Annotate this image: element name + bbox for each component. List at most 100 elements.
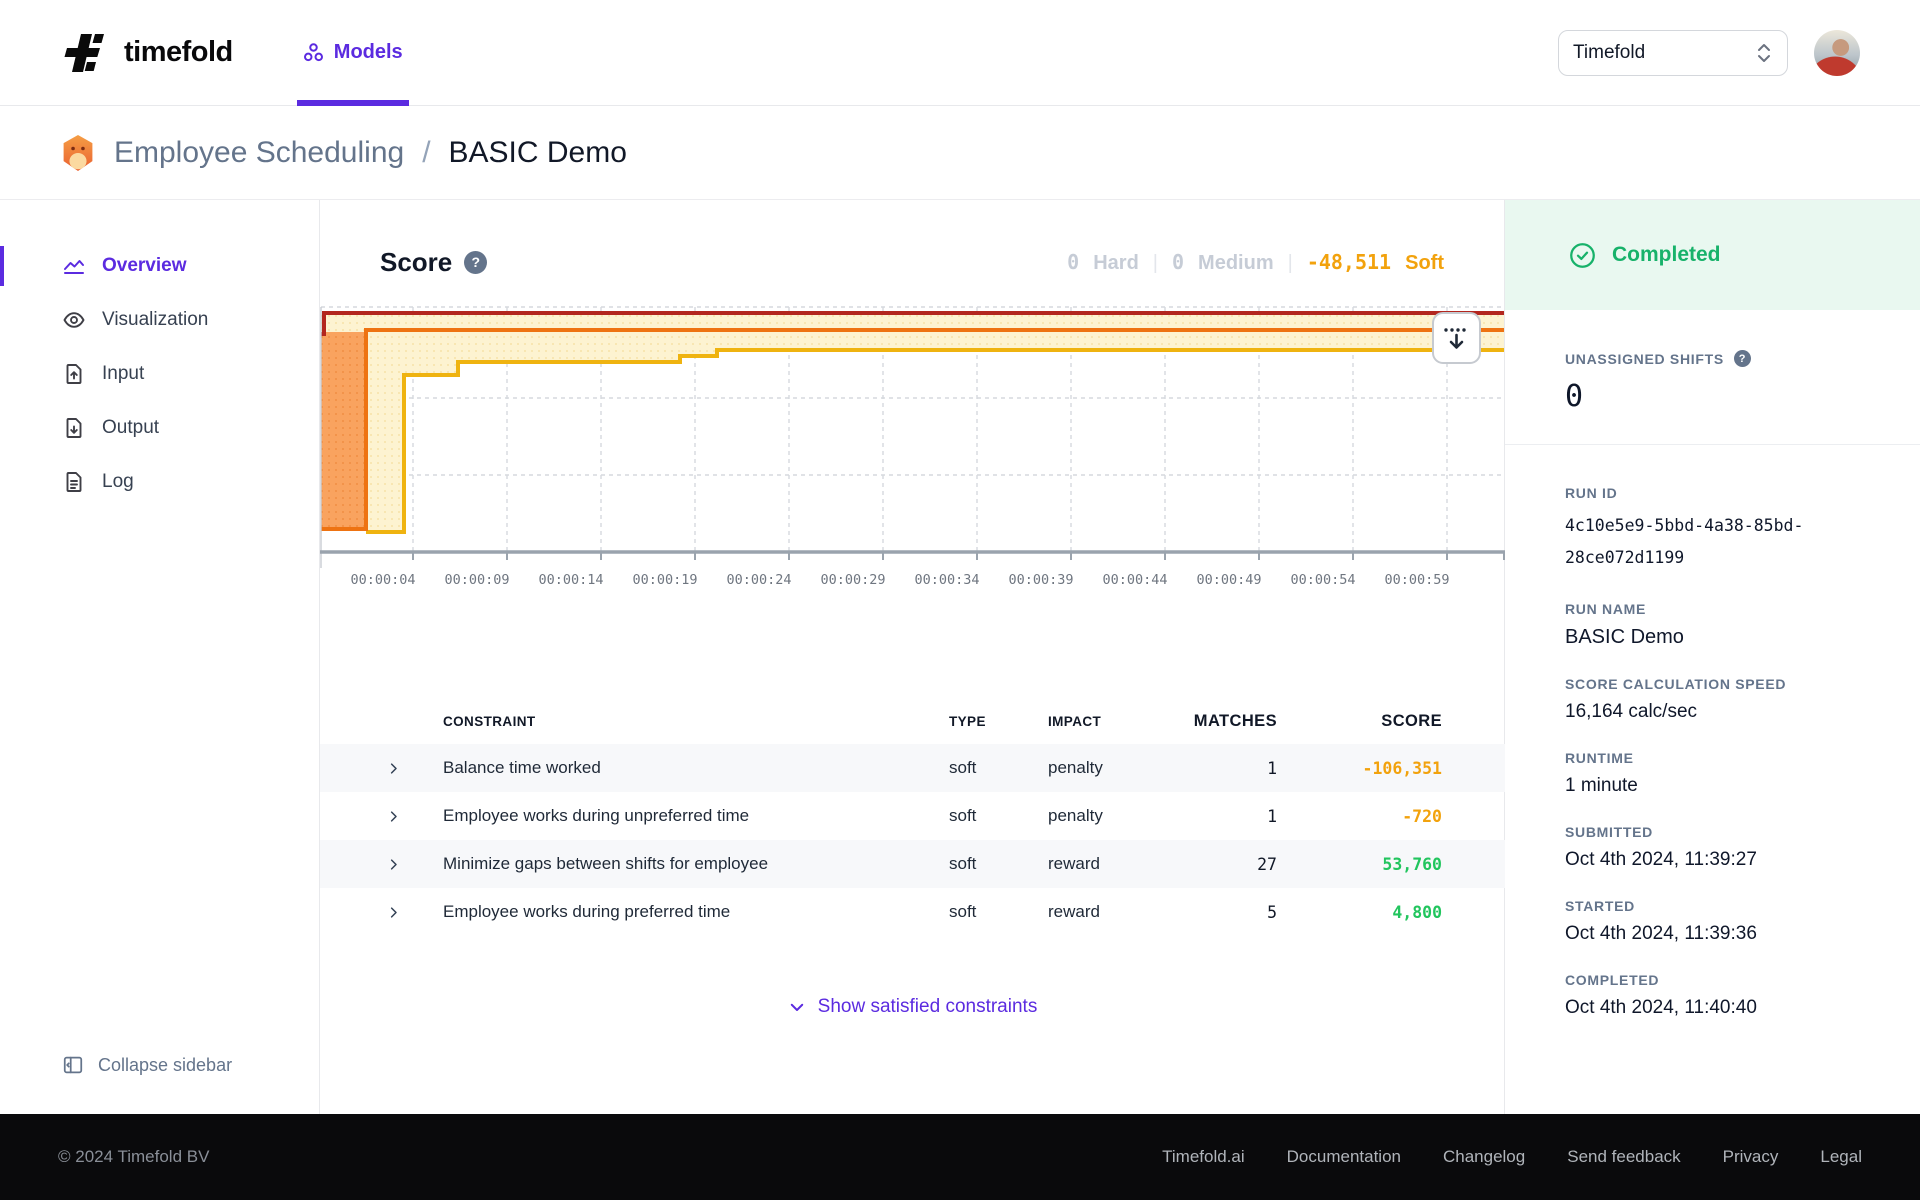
x-axis-label: 00:00:39 <box>1008 572 1073 588</box>
constraint-impact: penalty <box>1048 758 1103 777</box>
chevron-up-down-icon <box>1758 43 1770 62</box>
field-submitted: SUBMITTED Oct 4th 2024, 11:39:27 <box>1565 824 1880 871</box>
soft-score-area <box>321 315 1504 532</box>
chevron-down-icon <box>790 1003 803 1011</box>
constraint-impact: reward <box>1048 902 1100 921</box>
collapse-sidebar-label: Collapse sidebar <box>98 1054 233 1075</box>
expand-row-button[interactable] <box>320 857 443 872</box>
medium-score-label: Medium <box>1198 251 1274 274</box>
show-satisfied-constraints-label: Show satisfied constraints <box>817 996 1038 1017</box>
brand[interactable]: timefold <box>60 29 233 77</box>
sidebar-item-log[interactable]: Log <box>0 460 319 504</box>
sidebar-item-visualization[interactable]: Visualization <box>0 298 319 342</box>
unassigned-shifts-help-icon[interactable]: ? <box>1733 350 1751 367</box>
field-label: RUNTIME <box>1565 750 1634 767</box>
constraint-name: Minimize gaps between shifts for employe… <box>443 854 769 873</box>
constraint-matches: 27 <box>1257 854 1277 874</box>
field-value: 4c10e5e9-5bbd-4a38-85bd-28ce072d1199 <box>1565 516 1804 568</box>
chart-datazoom-button[interactable] <box>1432 312 1481 364</box>
hard-score-label: Hard <box>1093 251 1139 274</box>
soft-score-label: Soft <box>1405 251 1444 274</box>
medium-score-value: 0 <box>1172 249 1185 274</box>
unassigned-shifts-section: UNASSIGNED SHIFTS ? 0 <box>1505 310 1920 445</box>
field-label: STARTED <box>1565 898 1635 915</box>
medium-score-area <box>321 332 366 529</box>
workspace-select[interactable]: Timefold <box>1558 29 1788 76</box>
footer-link-privacy[interactable]: Privacy <box>1722 1147 1779 1166</box>
top-nav: timefold Models Timefold <box>0 0 1920 106</box>
field-completed: COMPLETED Oct 4th 2024, 11:40:40 <box>1565 972 1880 1019</box>
unassigned-shifts-label: UNASSIGNED SHIFTS <box>1565 350 1724 367</box>
field-score-calculation-speed: SCORE CALCULATION SPEED 16,164 calc/sec <box>1565 676 1880 723</box>
score-title: Score <box>380 246 453 277</box>
sidebar-item-overview[interactable]: Overview <box>0 244 319 288</box>
page-title: BASIC Demo <box>448 136 627 169</box>
medium-score-line <box>321 328 1504 531</box>
hard-score-value: 0 <box>1067 249 1080 274</box>
brand-name: timefold <box>124 36 233 68</box>
constraint-type: soft <box>949 806 977 825</box>
table-row[interactable]: Balance time worked soft penalty 1 -106,… <box>320 744 1505 792</box>
tab-models[interactable]: Models <box>296 0 409 106</box>
field-value: 1 minute <box>1565 775 1638 797</box>
field-label: RUN NAME <box>1565 601 1647 618</box>
constraint-matches: 5 <box>1267 902 1277 922</box>
table-row[interactable]: Minimize gaps between shifts for employe… <box>320 840 1505 888</box>
score-help-icon[interactable]: ? <box>464 250 488 274</box>
breadcrumb-model-link[interactable]: Employee Scheduling <box>114 136 405 169</box>
footer-link-changelog[interactable]: Changelog <box>1442 1147 1526 1166</box>
sidebar-item-output[interactable]: Output <box>0 406 319 450</box>
constraint-name: Employee works during preferred time <box>443 902 731 921</box>
x-axis-label: 00:00:59 <box>1384 572 1449 588</box>
constraint-matches: 1 <box>1267 806 1277 826</box>
sidebar-item-label: Output <box>102 417 160 438</box>
col-header-impact: IMPACT <box>1048 713 1102 729</box>
soft-score-line <box>366 348 1504 534</box>
show-satisfied-constraints-link[interactable]: Show satisfied constraints <box>320 996 1505 1018</box>
hard-score-line <box>321 311 1504 336</box>
sidebar-item-input[interactable]: Input <box>0 352 319 396</box>
constraint-score: -720 <box>1402 806 1442 826</box>
col-header-constraint: CONSTRAINT <box>443 713 536 729</box>
area-chart-icon <box>64 260 84 274</box>
sidebar: Overview Visualization Input Output <box>0 200 320 1114</box>
field-label: COMPLETED <box>1565 972 1660 989</box>
field-label: SCORE CALCULATION SPEED <box>1565 676 1787 693</box>
collapse-sidebar-button[interactable]: Collapse sidebar <box>62 1054 232 1076</box>
constraint-impact: reward <box>1048 854 1100 873</box>
field-label: RUN ID <box>1565 485 1618 501</box>
score-chart: 00:00:04 00:00:09 00:00:14 00:00:19 00:0… <box>320 300 1505 600</box>
x-axis-label: 00:00:14 <box>538 572 603 588</box>
constraint-score: -106,351 <box>1362 758 1442 778</box>
field-label: SUBMITTED <box>1565 824 1653 841</box>
file-download-icon <box>66 418 82 438</box>
unassigned-shifts-value: 0 <box>1565 379 1584 414</box>
footer-link-legal[interactable]: Legal <box>1820 1147 1862 1166</box>
expand-row-button[interactable] <box>320 809 443 824</box>
breadcrumb: Employee Scheduling / BASIC Demo <box>0 107 1920 200</box>
file-upload-icon <box>66 364 82 384</box>
footer-link-timefold-ai[interactable]: Timefold.ai <box>1162 1147 1245 1166</box>
user-avatar[interactable] <box>1814 29 1860 76</box>
field-value: Oct 4th 2024, 11:39:36 <box>1565 923 1757 945</box>
footer-link-documentation[interactable]: Documentation <box>1286 1147 1401 1166</box>
chevron-right-icon <box>390 858 397 870</box>
x-axis-label: 00:00:29 <box>820 572 885 588</box>
table-row[interactable]: Employee works during preferred time sof… <box>320 888 1505 936</box>
footer-link-send-feedback[interactable]: Send feedback <box>1567 1147 1681 1166</box>
sidebar-item-label: Overview <box>102 255 187 276</box>
expand-row-button[interactable] <box>320 905 443 920</box>
col-header-score: SCORE <box>1381 711 1442 730</box>
copyright: © 2024 Timefold BV <box>58 1147 210 1166</box>
field-run-id: RUN ID 4c10e5e9-5bbd-4a38-85bd-28ce072d1… <box>1565 485 1880 574</box>
constraint-type: soft <box>949 758 977 777</box>
status-badge: Completed <box>1612 243 1721 266</box>
field-started: STARTED Oct 4th 2024, 11:39:36 <box>1565 898 1880 945</box>
table-header-row: CONSTRAINT TYPE IMPACT MATCHES SCORE <box>320 698 1505 744</box>
chevron-right-icon <box>390 762 397 774</box>
chevron-right-icon <box>390 906 397 918</box>
tab-models-label: Models <box>333 41 403 63</box>
table-row[interactable]: Employee works during unpreferred time s… <box>320 792 1505 840</box>
x-axis-label: 00:00:34 <box>914 572 979 588</box>
expand-row-button[interactable] <box>320 761 443 776</box>
